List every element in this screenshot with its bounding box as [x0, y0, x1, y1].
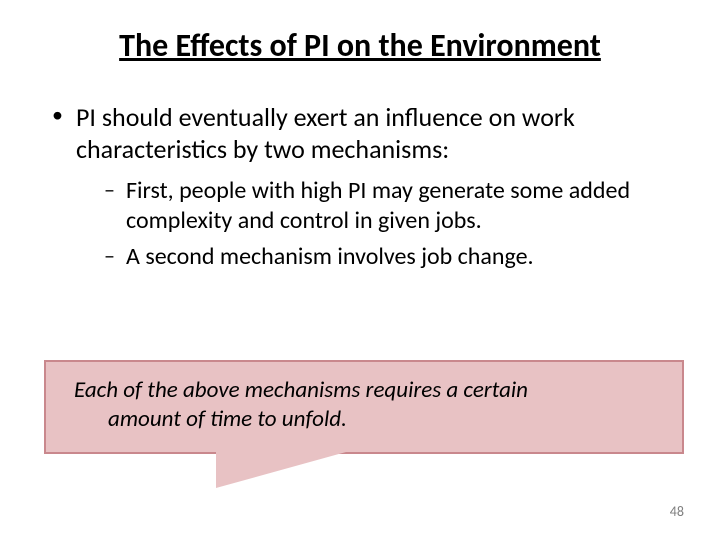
- list-item: First, people with high PI may generate …: [104, 176, 680, 236]
- callout-line1: Each of the above mechanisms requires a …: [74, 376, 528, 404]
- bullet-list-level1: PI should eventually exert an influence …: [40, 101, 680, 272]
- callout-line2: amount of time to unfold.: [74, 405, 654, 434]
- list-item: PI should eventually exert an influence …: [52, 101, 680, 272]
- bullet-list-level2: First, people with high PI may generate …: [76, 176, 680, 272]
- callout-container: Each of the above mechanisms requires a …: [44, 360, 684, 454]
- callout-box: Each of the above mechanisms requires a …: [44, 360, 684, 454]
- bullet-text-l1: PI should eventually exert an influence …: [76, 101, 575, 166]
- list-item: A second mechanism involves job change.: [104, 242, 680, 272]
- slide: The Effects of PI on the Environment PI …: [0, 0, 720, 540]
- bullet-text-l2b: A second mechanism involves job change.: [126, 242, 534, 271]
- page-number: 48: [670, 503, 684, 520]
- callout-tail-fill: [216, 452, 346, 488]
- slide-title: The Effects of PI on the Environment: [40, 28, 680, 65]
- bullet-text-l2a: First, people with high PI may generate …: [126, 176, 630, 235]
